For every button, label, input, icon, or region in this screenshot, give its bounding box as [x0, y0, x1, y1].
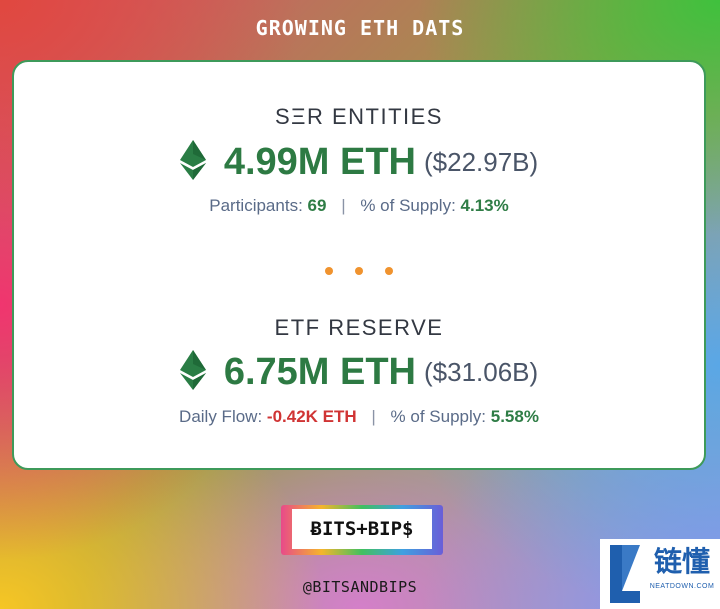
social-handle: @BITSANDBIPS — [302, 578, 418, 596]
daily-flow-label: Daily Flow: — [179, 407, 263, 426]
participants-value: 69 — [307, 196, 327, 215]
etf-reserve-stats: Daily Flow: -0.42K ETH | % of Supply: 5.… — [14, 407, 704, 427]
etf-reserve-title: ETF RESERVE — [274, 315, 444, 340]
logo-text: ɃITS+BIP$ — [292, 509, 432, 549]
dot — [325, 267, 333, 275]
etf-reserve-amount-row: 6.75M ETH ($31.06B) — [14, 350, 704, 395]
ethereum-icon — [179, 140, 206, 185]
separator-dots — [14, 262, 704, 280]
watermark-text: 链懂 — [653, 546, 710, 577]
dot — [355, 267, 363, 275]
strategic-entities-title: SΞR ENTITIES — [275, 104, 443, 129]
etf-reserve-usd-value: ($31.06B) — [423, 357, 539, 387]
strategic-entities-amount-row: 4.99M ETH ($22.97B) — [14, 140, 704, 185]
etf-reserve-eth-amount: 6.75M ETH — [223, 351, 416, 393]
participants-label: Participants: — [209, 196, 303, 215]
bits-and-bips-logo: ɃITS+BIP$ — [281, 505, 443, 555]
dot — [385, 267, 393, 275]
strategic-entities-stats: Participants: 69 | % of Supply: 4.13% — [14, 196, 704, 216]
page-title: GROWING ETH DATS — [255, 16, 465, 40]
strategic-entities-usd-value: ($22.97B) — [423, 147, 539, 177]
ethereum-icon — [179, 350, 206, 395]
daily-flow-value: -0.42K ETH — [266, 407, 357, 426]
watermark: 链懂 NEATDOWN.COM — [600, 539, 720, 609]
supply-value: 4.13% — [460, 196, 509, 215]
supply-label: % of Supply: — [360, 196, 456, 215]
supply-value: 5.58% — [490, 407, 539, 426]
watermark-logo-icon — [610, 545, 640, 603]
strategic-entities-eth-amount: 4.99M ETH — [223, 141, 416, 183]
divider: | — [341, 196, 346, 215]
divider: | — [371, 407, 376, 426]
watermark-subtext: NEATDOWN.COM — [649, 583, 715, 590]
stats-card: SΞR ENTITIES 4.99M ETH ($22.97B) Particip… — [12, 60, 706, 470]
supply-label: % of Supply: — [390, 407, 486, 426]
